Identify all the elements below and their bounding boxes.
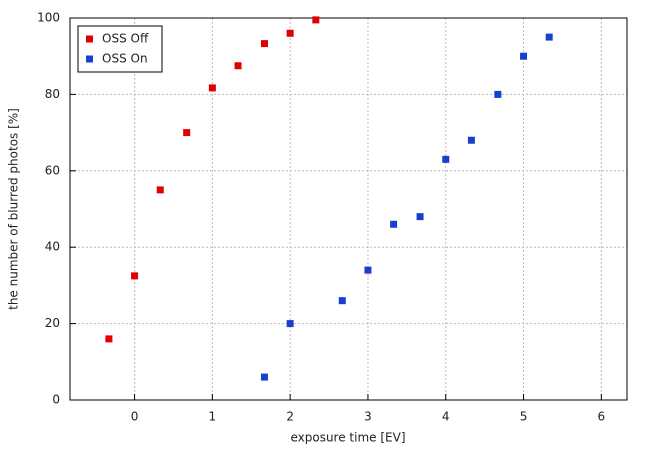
x-tick-label: 1: [209, 410, 217, 424]
point: [260, 373, 268, 381]
point: [131, 272, 139, 280]
x-tick-label: 4: [442, 410, 450, 424]
legend-swatch: [86, 55, 93, 63]
y-tick-label: 60: [45, 163, 60, 177]
x-tick-label: 5: [520, 410, 528, 424]
plot-frame: [69, 17, 628, 401]
y-axis-label: the number of blurred photos [%]: [7, 108, 21, 310]
point: [260, 40, 268, 48]
x-tick-label: 3: [364, 410, 372, 424]
point: [520, 52, 528, 60]
x-axis-label: exposure time [EV]: [290, 431, 405, 445]
y-tick-label: 20: [45, 316, 60, 330]
point: [416, 213, 424, 221]
point: [467, 136, 475, 144]
x-tick-label: 6: [598, 410, 606, 424]
y-tick-label: 80: [45, 87, 60, 101]
legend-box: [77, 25, 163, 73]
legend-label: OSS Off: [102, 32, 149, 46]
point: [338, 297, 346, 305]
point: [286, 29, 294, 37]
point: [105, 335, 113, 343]
point: [494, 90, 502, 98]
point: [286, 320, 294, 328]
legend-label: OSS On: [102, 52, 148, 66]
legend-swatch: [86, 35, 93, 43]
point: [364, 266, 372, 274]
y-tick-label: 40: [45, 240, 60, 254]
y-tick-label: 0: [52, 393, 60, 407]
point: [183, 129, 191, 137]
point: [545, 33, 553, 41]
point: [312, 16, 320, 24]
point: [234, 62, 242, 70]
y-tick-label: 100: [37, 11, 60, 25]
point: [208, 84, 216, 92]
point: [442, 155, 450, 163]
x-tick-label: 2: [286, 410, 294, 424]
point: [156, 186, 164, 194]
x-tick-label: 0: [131, 410, 139, 424]
point: [390, 220, 398, 228]
